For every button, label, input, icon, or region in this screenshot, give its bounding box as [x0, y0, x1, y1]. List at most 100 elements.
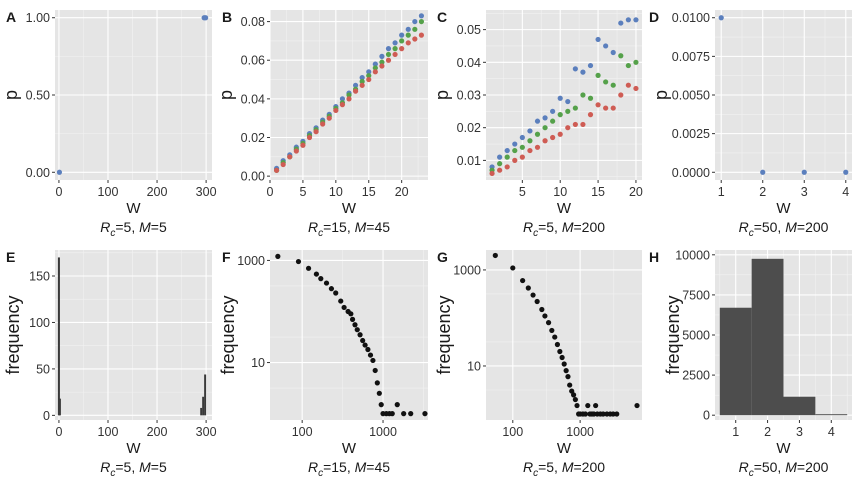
data-point-frequency: [357, 332, 363, 338]
data-point-lower: [497, 167, 503, 173]
caption-part-mval: =200: [574, 459, 606, 475]
data-point-frequency: [370, 357, 376, 364]
data-point-upper: [618, 20, 624, 26]
caption-part-r: R: [523, 219, 533, 235]
x-axis-title: W: [776, 440, 791, 457]
y-axis-title: p: [651, 90, 671, 100]
data-point-upper: [412, 18, 418, 25]
data-point-upper: [633, 17, 639, 23]
caption-part-m: M: [355, 459, 367, 475]
data-point-upper: [418, 13, 425, 19]
x-tick-label: 1000: [369, 425, 397, 439]
data-point-frequency: [549, 327, 555, 334]
data-point-middle: [512, 147, 518, 154]
data-point-lower: [519, 154, 525, 160]
data-point-upper: [557, 95, 563, 101]
data-point-frequency: [374, 380, 380, 386]
x-tick-label: 5: [519, 185, 526, 199]
data-point-frequency: [545, 320, 552, 326]
data-point-upper: [542, 115, 548, 121]
y-tick-label: 5000: [682, 329, 710, 343]
y-axis-title: frequency: [663, 295, 683, 374]
data-point-frequency: [614, 411, 620, 417]
data-point-lower: [527, 147, 533, 154]
data-point-frequency: [323, 280, 330, 286]
y-tick-label: 0.01: [457, 154, 481, 168]
caption-part-rest: =15,: [323, 219, 355, 235]
y-axis-title: frequency: [218, 295, 238, 374]
caption-part-rest: =5,: [115, 459, 139, 475]
y-tick-label: 1.00: [26, 11, 50, 25]
x-tick-label: 0: [267, 185, 274, 199]
caption-part-mval: =200: [797, 219, 829, 235]
data-point-upper: [372, 61, 378, 67]
data-point-middle: [399, 38, 405, 44]
data-point-lower: [489, 170, 495, 177]
data-point-middle: [633, 59, 639, 65]
x-axis-title: W: [557, 440, 572, 457]
data-point-frequency: [582, 411, 589, 417]
caption-part-r: R: [523, 459, 533, 475]
data-point-upper: [339, 96, 346, 102]
histogram-bar: [751, 258, 784, 416]
x-tick-label: 1: [732, 425, 739, 439]
data-point-frequency: [305, 265, 312, 271]
histogram-bar: [200, 407, 203, 416]
y-tick-label: 0.0075: [672, 50, 710, 64]
panel-label: H: [649, 249, 659, 265]
data-point-middle: [580, 92, 586, 98]
data-point-lower: [392, 51, 398, 58]
x-tick-label: 0: [55, 425, 62, 439]
data-point-lower: [603, 105, 609, 111]
data-point-lower: [399, 46, 405, 52]
caption-part-rest: =50,: [754, 459, 786, 475]
data-point-frequency: [510, 265, 516, 271]
data-point-frequency: [408, 411, 414, 417]
y-tick-label: 0.04: [241, 92, 265, 106]
x-tick-label: 2: [764, 425, 771, 439]
data-point-upper: [385, 46, 392, 52]
y-tick-label: 0.04: [457, 56, 481, 70]
data-point-upper: [580, 69, 586, 75]
x-tick-label: 300: [196, 185, 217, 199]
x-tick-label: 300: [196, 425, 217, 439]
data-point-middle: [405, 32, 411, 38]
caption-part-rest: =5,: [538, 219, 562, 235]
data-point-lower: [557, 131, 563, 137]
data-point-upper: [379, 53, 385, 59]
caption-part-m: M: [355, 219, 367, 235]
y-tick-label: 10: [251, 356, 265, 370]
caption-part-m: M: [139, 459, 151, 475]
data-point-upper: [497, 154, 503, 160]
panel-label: G: [437, 249, 448, 265]
panel-label: C: [437, 9, 447, 25]
data-point-middle: [346, 92, 352, 98]
data-point-middle: [392, 46, 398, 52]
data-point-lower: [306, 134, 313, 141]
data-point-middle: [534, 131, 541, 137]
data-point-lower: [280, 161, 286, 168]
data-point-lower: [333, 107, 339, 114]
data-point-frequency: [561, 361, 567, 367]
panel-caption: Rc=15, M=45: [308, 459, 390, 479]
data-point-lower: [412, 36, 418, 42]
data-point-upper: [587, 62, 594, 69]
data-point-lower: [610, 105, 616, 111]
y-tick-label: 50: [36, 362, 50, 376]
x-tick-label: 15: [591, 185, 605, 199]
panel-a: 0 100 200 300 0.00 0.50 1.00 Wp A Rc=5, M=5: [1, 9, 217, 239]
data-point-lower: [534, 144, 541, 150]
x-tick-label: 3: [801, 185, 808, 199]
x-tick-label: 200: [147, 185, 168, 199]
y-tick-label: 0.08: [241, 15, 265, 29]
data-point-lower: [504, 164, 510, 170]
y-tick-label: 10: [467, 359, 481, 373]
data-point-frequency: [365, 346, 371, 353]
data-point-upper: [595, 36, 601, 43]
data-point-frequency: [367, 352, 374, 358]
x-tick-label: 3: [796, 425, 803, 439]
data-point-frequency: [313, 271, 320, 277]
